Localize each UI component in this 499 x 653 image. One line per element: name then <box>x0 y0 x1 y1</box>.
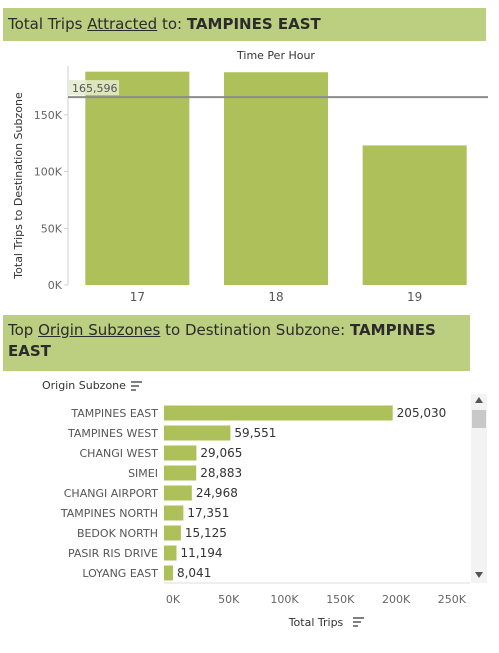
x-tick-label: 250K <box>438 593 467 606</box>
y-axis-label: Total Trips to Destination Subzone <box>12 92 25 280</box>
x-axis-label: Total Trips <box>288 616 344 629</box>
banner-prefix: Total Trips <box>8 15 88 33</box>
value-label: 24,968 <box>196 486 238 500</box>
category-label: PASIR RIS DRIVE <box>68 547 158 560</box>
bar-pasir-ris-drive <box>164 545 177 561</box>
sort-icon[interactable] <box>131 381 142 391</box>
value-label: 205,030 <box>397 406 447 420</box>
attracted-link[interactable]: Attracted <box>87 15 158 33</box>
bar-bedok-north <box>164 525 181 541</box>
chart-title-banner-top-origins: Top Origin Subzones to Destination Subzo… <box>3 315 470 371</box>
value-label: 59,551 <box>234 426 276 440</box>
bar-tampines-west <box>164 425 231 441</box>
y-tick-label: 0K <box>48 279 63 292</box>
destination-subzone-name: TAMPINES EAST <box>186 15 321 33</box>
destination-subzone-name: TAMPINES EAST <box>8 321 436 360</box>
x-tick-label: 18 <box>268 290 283 304</box>
scrollbar-thumb[interactable] <box>472 410 486 428</box>
bar-changi-west <box>164 445 197 461</box>
bar-loyang-east <box>164 565 173 581</box>
bar-changi-airport <box>164 485 192 501</box>
x-tick-label: 0K <box>166 593 181 606</box>
sort-icon[interactable] <box>353 617 364 627</box>
chart-title-banner-trips-attracted: Total Trips Attracted to: TAMPINES EAST <box>3 8 486 41</box>
value-label: 29,065 <box>200 446 242 460</box>
vertical-scrollbar[interactable] <box>471 394 487 583</box>
value-label: 28,883 <box>200 466 242 480</box>
x-tick-label: 200K <box>382 593 411 606</box>
category-label: TAMPINES NORTH <box>60 507 158 520</box>
bar-hour-18 <box>224 72 328 285</box>
category-header: Origin Subzone <box>42 379 126 392</box>
value-label: 7,300 <box>176 586 210 600</box>
chart-title: Time Per Hour <box>236 49 315 62</box>
x-tick-label: 50K <box>218 593 240 606</box>
bar-rows: TAMPINES EAST 205,030 TAMPINES WEST 59,551 C… <box>60 405 447 600</box>
bar-simei <box>164 465 197 481</box>
bar-hour-19 <box>362 145 467 285</box>
x-tick-label: 19 <box>407 290 422 304</box>
category-label: SIMEI <box>128 467 158 480</box>
x-tick-label: 100K <box>270 593 299 606</box>
reference-label-bg <box>69 80 119 96</box>
category-label: TAMPINES EAST <box>70 407 158 420</box>
category-label: FLORA DRIVE <box>85 587 158 600</box>
x-tick-label: 17 <box>130 290 145 304</box>
y-tick-label: 50K <box>41 222 63 235</box>
value-label: 15,125 <box>185 526 227 540</box>
hourly-trips-bar-chart: Time Per Hour Total Trips to Destination … <box>12 49 488 304</box>
origin-subzones-link[interactable]: Origin Subzones <box>38 321 161 339</box>
scroll-down-arrow-icon[interactable] <box>475 572 483 578</box>
category-label: TAMPINES WEST <box>67 427 158 440</box>
bar-tampines-east <box>164 405 393 421</box>
banner-mid: to Destination Subzone: <box>160 321 350 339</box>
banner-prefix: Top <box>8 321 39 339</box>
category-label: LOYANG EAST <box>82 567 158 580</box>
bar-tampines-north <box>164 505 184 521</box>
reference-line-label: 165,596 <box>72 82 118 95</box>
bar-hour-17 <box>85 71 190 285</box>
category-label: CHANGI WEST <box>80 447 159 460</box>
value-label: 11,194 <box>180 546 222 560</box>
value-label: 17,351 <box>187 506 229 520</box>
x-tick-label: 150K <box>326 593 355 606</box>
category-label: BEDOK NORTH <box>77 527 158 540</box>
scroll-up-arrow-icon[interactable] <box>475 397 483 403</box>
y-tick-label: 100K <box>34 166 63 179</box>
value-label: 8,041 <box>177 566 211 580</box>
category-label: CHANGI AIRPORT <box>64 487 159 500</box>
banner-mid: to: <box>157 15 187 33</box>
y-tick-label: 150K <box>34 109 63 122</box>
